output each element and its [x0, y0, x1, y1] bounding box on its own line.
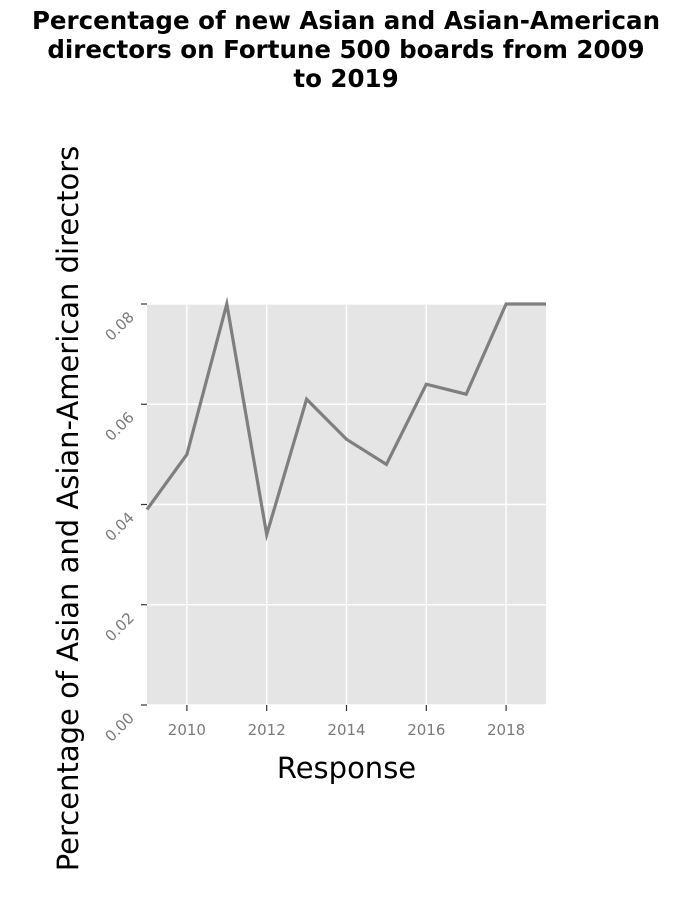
x-tick-label: 2018: [487, 721, 525, 739]
chart-title: Percentage of new Asian and Asian-Americ…: [0, 6, 692, 93]
y-axis-label: Percentage of Asian and Asian-American d…: [51, 146, 85, 872]
chart-title-line-2: directors on Fortune 500 boards from 200…: [47, 35, 645, 64]
x-tick-label: 2014: [327, 721, 365, 739]
y-tick-label: 0.00: [101, 709, 137, 745]
chart-title-line-3: to 2019: [293, 64, 399, 93]
y-tick-label: 0.02: [101, 609, 137, 645]
x-tick-label: 2012: [248, 721, 286, 739]
x-axis-label: Response: [277, 751, 416, 785]
series-layer: [145, 296, 546, 542]
x-tick-label: 2010: [168, 721, 206, 739]
series-line: [145, 296, 546, 542]
y-tick-label: 0.04: [101, 509, 137, 545]
y-tick-label: 0.06: [101, 408, 137, 444]
x-tick-label: 2016: [407, 721, 445, 739]
y-tick-label: 0.08: [101, 308, 137, 344]
chart-title-line-1: Percentage of new Asian and Asian-Americ…: [31, 6, 661, 35]
